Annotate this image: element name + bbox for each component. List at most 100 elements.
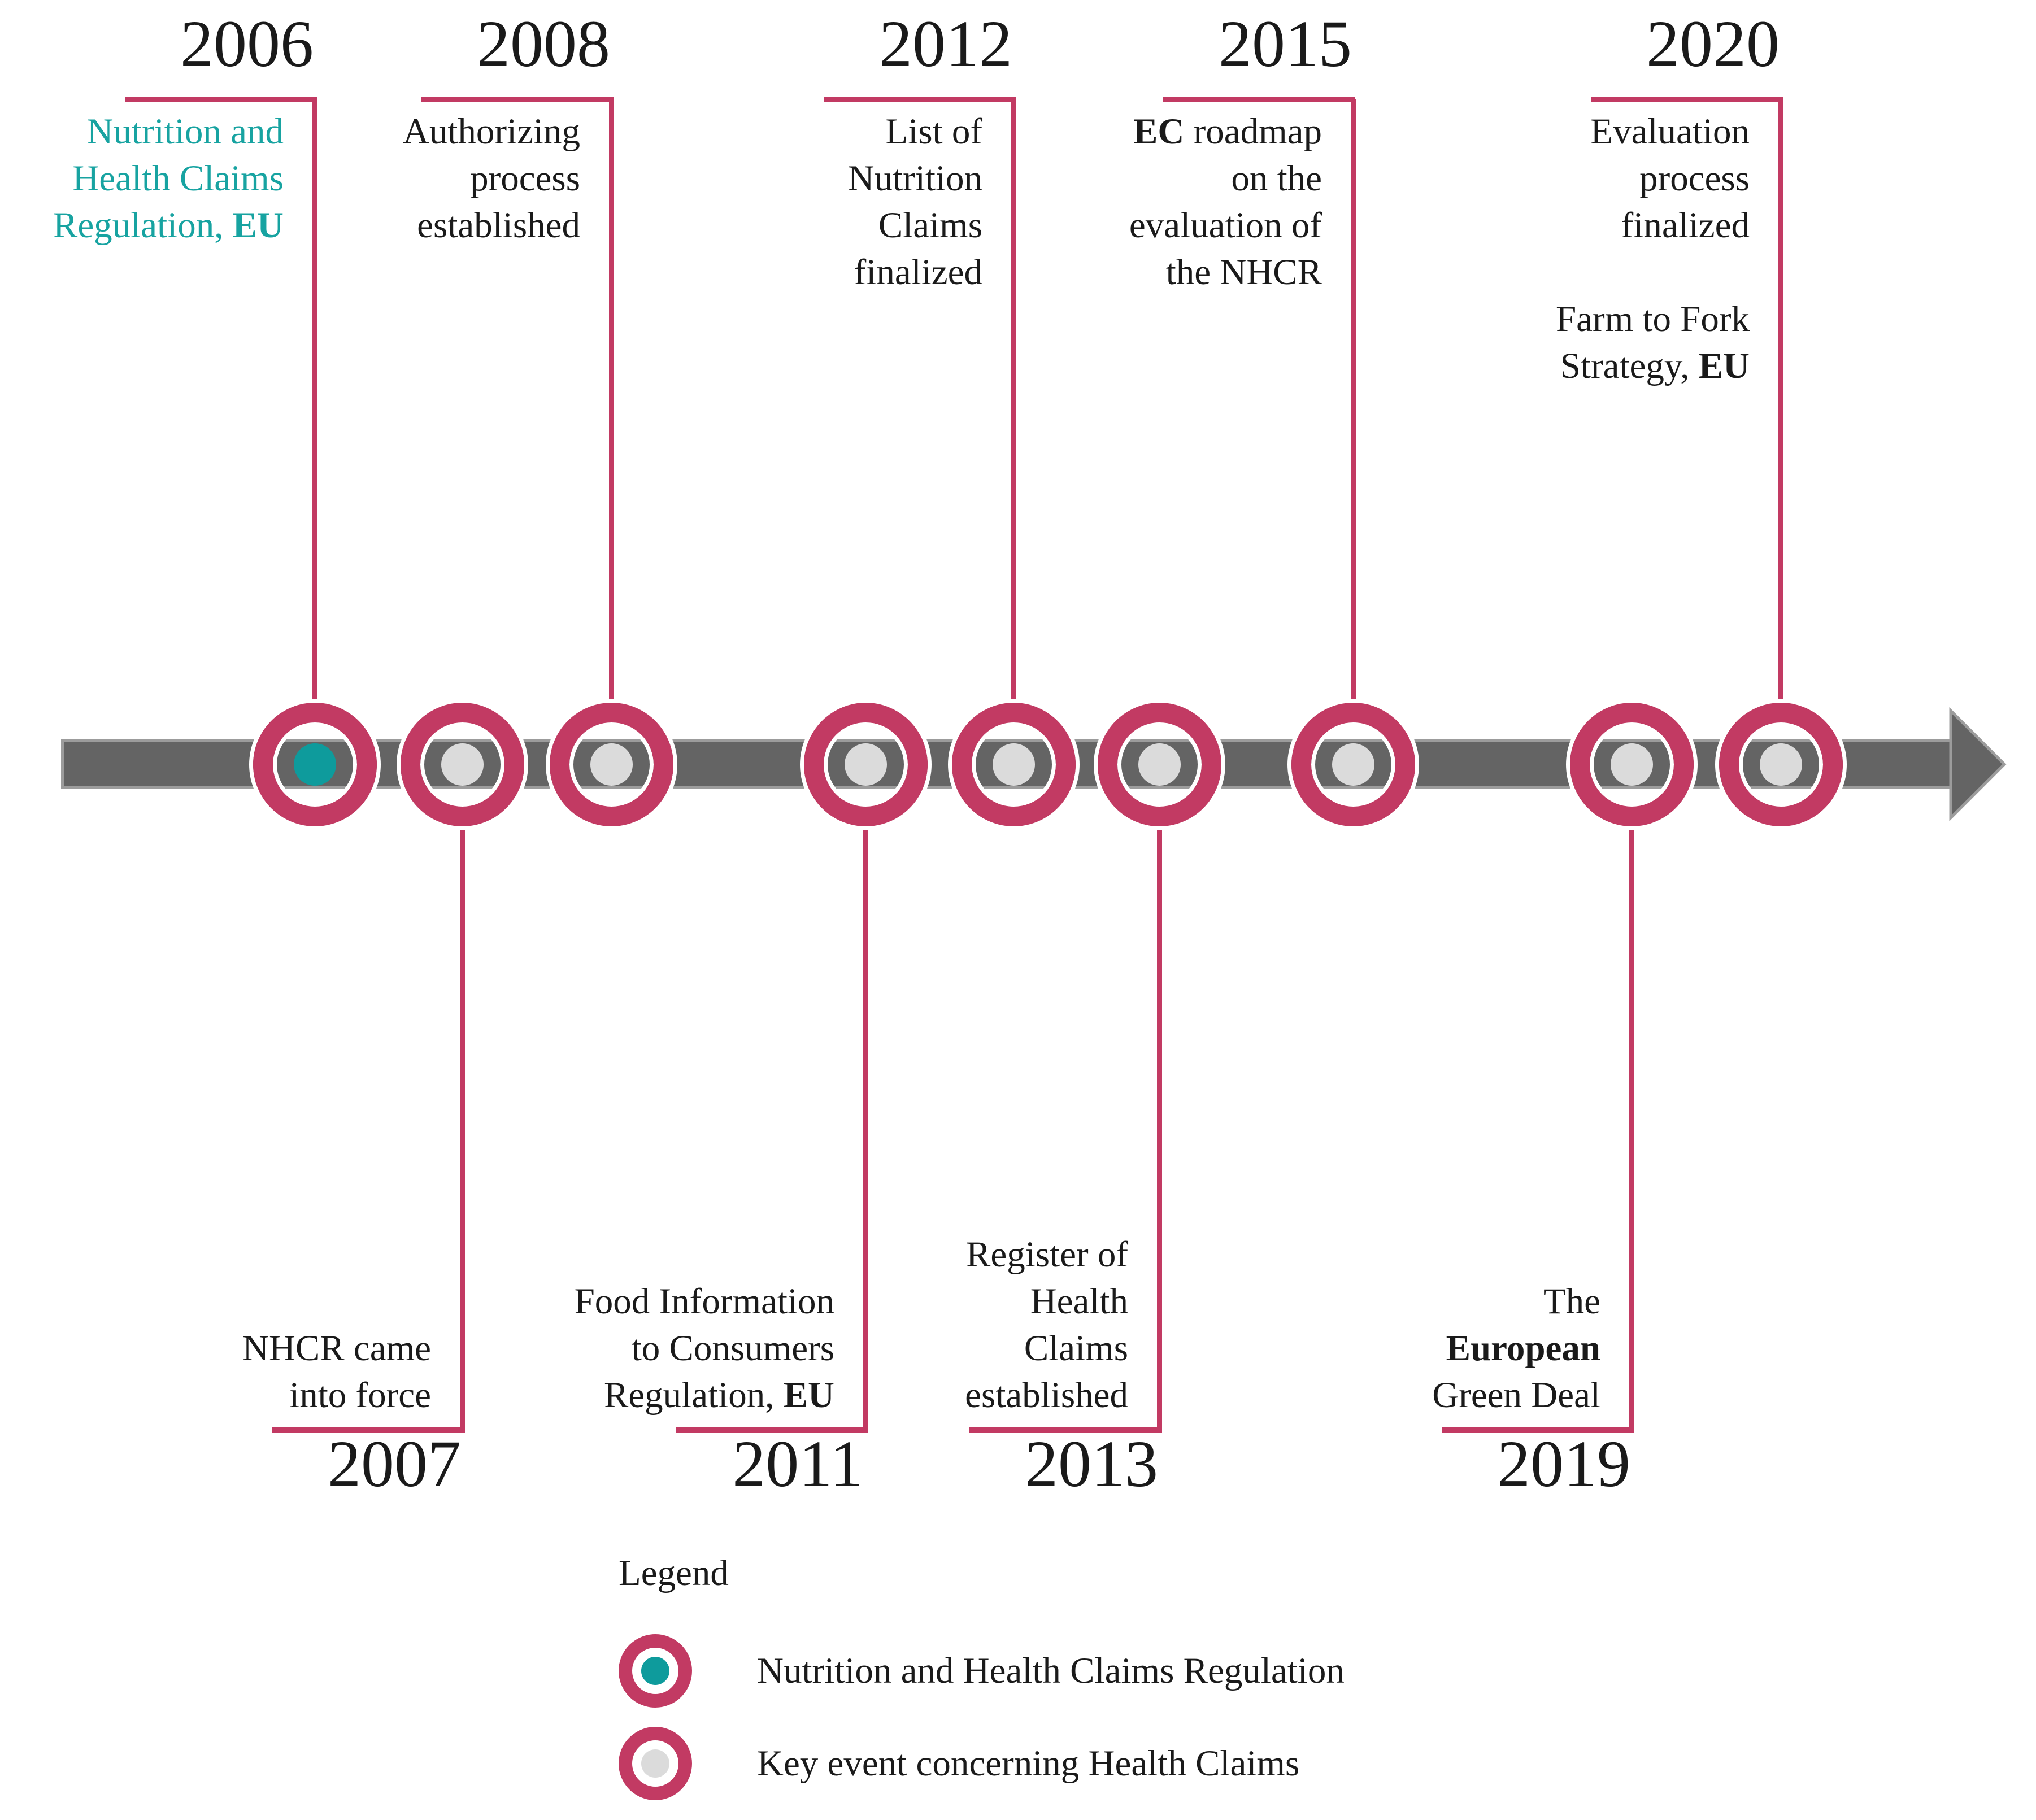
event-label-text: Regulation, <box>53 205 233 246</box>
event-label-line: established <box>733 1372 1128 1419</box>
event-label-text: process <box>1639 158 1750 199</box>
event-label-text: established <box>417 205 580 246</box>
event-label-line: Strategy, EU <box>1354 343 1750 390</box>
event-label-text: finalized <box>854 252 982 293</box>
marker-dot-2019 <box>1610 743 1653 786</box>
connector-horizontal-2006 <box>125 97 317 102</box>
event-label-text: Strategy, <box>1560 346 1699 386</box>
event-label-text: Food Information <box>574 1281 834 1322</box>
marker-dot-2015 <box>1332 743 1374 786</box>
event-label-line: Farm to Fork <box>1354 296 1750 343</box>
event-year-2011: 2011 <box>732 1427 863 1501</box>
event-year-2007: 2007 <box>328 1427 461 1501</box>
event-label-line: European <box>1205 1325 1600 1372</box>
event-label-line: Claims <box>587 202 982 249</box>
event-label-line: into force <box>36 1372 431 1419</box>
event-label-text: Nutrition and <box>86 111 284 152</box>
event-label-line: Health Claims <box>0 155 284 202</box>
connector-horizontal-2013 <box>969 1427 1161 1433</box>
marker-dot-2008 <box>590 743 633 786</box>
event-label-text: established <box>965 1375 1128 1416</box>
event-label-line: finalized <box>1354 202 1750 249</box>
event-year-2013: 2013 <box>1025 1427 1158 1501</box>
event-label-2011: Food Information to Consumers Regulation, … <box>439 1278 834 1419</box>
event-label-2008: Authorizing process established <box>185 108 580 249</box>
event-label-text: NHCR came <box>242 1328 431 1369</box>
event-label-2007: NHCR came into force <box>36 1325 431 1419</box>
legend-key-event-dot-icon <box>641 1749 669 1778</box>
event-label-line: evaluation of <box>926 202 1322 249</box>
legend-title: Legend <box>619 1553 729 1593</box>
event-label-text: Nutrition <box>847 158 982 199</box>
event-label-line: process <box>1354 155 1750 202</box>
event-label-text: into force <box>289 1375 431 1416</box>
connector-horizontal-2008 <box>421 97 614 102</box>
event-label-text: Health <box>1030 1281 1128 1322</box>
marker-dot-2006 <box>293 743 336 786</box>
event-label-text: List of <box>885 111 982 152</box>
legend-nhcr-dot-icon <box>641 1657 669 1685</box>
marker-dot-2013 <box>1138 743 1181 786</box>
connector-horizontal-2012 <box>824 97 1016 102</box>
connector-horizontal-2007 <box>272 1427 464 1433</box>
event-label-2006: Nutrition and Health Claims Regulation, EU <box>0 108 284 249</box>
event-year-2012: 2012 <box>879 7 1012 81</box>
timeline-arrowhead-icon <box>1949 707 2007 822</box>
marker-dot-2020 <box>1759 743 1802 786</box>
event-label-2015: EC roadmap on the evaluation of the NHCR <box>926 108 1322 296</box>
event-label-line <box>1354 249 1750 296</box>
marker-dot-2007 <box>441 743 484 786</box>
event-label-line: Food Information <box>439 1278 834 1325</box>
event-label-text: European <box>1446 1328 1600 1369</box>
event-label-text: roadmap <box>1184 111 1322 152</box>
event-label-line: finalized <box>587 249 982 296</box>
event-label-line: The <box>1205 1278 1600 1325</box>
connector-vertical-2011 <box>863 822 868 1433</box>
event-label-text: Farm to Fork <box>1555 299 1750 339</box>
event-label-line: Regulation, EU <box>0 202 284 249</box>
marker-dot-2011 <box>844 743 887 786</box>
event-label-text: Evaluation <box>1590 111 1750 152</box>
event-label-text: Green Deal <box>1432 1375 1600 1416</box>
event-label-text: Claims <box>1024 1328 1128 1369</box>
event-label-text: EU <box>783 1375 834 1416</box>
event-label-text: the NHCR <box>1165 252 1322 293</box>
event-label-line: process <box>185 155 580 202</box>
event-year-2006: 2006 <box>180 7 314 81</box>
connector-vertical-2008 <box>609 99 614 706</box>
event-year-2015: 2015 <box>1219 7 1352 81</box>
event-label-line: Green Deal <box>1205 1372 1600 1419</box>
event-label-text: process <box>470 158 580 199</box>
event-label-line: Evaluation <box>1354 108 1750 155</box>
event-label-line: List of <box>587 108 982 155</box>
event-label-line: Nutrition and <box>0 108 284 155</box>
marker-dot-2012 <box>992 743 1035 786</box>
connector-vertical-2012 <box>1011 99 1016 706</box>
event-label-text: to Consumers <box>631 1328 834 1369</box>
event-year-2019: 2019 <box>1497 1427 1630 1501</box>
event-label-line: Register of <box>733 1231 1128 1278</box>
event-label-line: Nutrition <box>587 155 982 202</box>
event-label-2013: Register of Health Claims established <box>733 1231 1128 1419</box>
event-label-text: The <box>1543 1281 1600 1322</box>
event-label-text: Health Claims <box>72 158 284 199</box>
connector-vertical-2019 <box>1629 822 1634 1433</box>
connector-vertical-2006 <box>312 99 317 706</box>
connector-vertical-2020 <box>1778 99 1783 706</box>
event-label-text: Register of <box>965 1234 1128 1275</box>
legend-label-nhcr: Nutrition and Health Claims Regulation <box>757 1651 1345 1691</box>
event-label-text: EC <box>1133 111 1185 152</box>
event-label-line: Health <box>733 1278 1128 1325</box>
connector-horizontal-2011 <box>676 1427 868 1433</box>
event-year-2008: 2008 <box>477 7 610 81</box>
event-year-2020: 2020 <box>1646 7 1780 81</box>
connector-horizontal-2019 <box>1442 1427 1634 1433</box>
connector-vertical-2007 <box>460 822 465 1433</box>
event-label-2019: The European Green Deal <box>1205 1278 1600 1419</box>
connector-horizontal-2020 <box>1591 97 1783 102</box>
event-label-text: EU <box>1698 346 1750 386</box>
event-label-line: on the <box>926 155 1322 202</box>
event-label-text: Authorizing <box>402 111 580 152</box>
event-label-line: to Consumers <box>439 1325 834 1372</box>
